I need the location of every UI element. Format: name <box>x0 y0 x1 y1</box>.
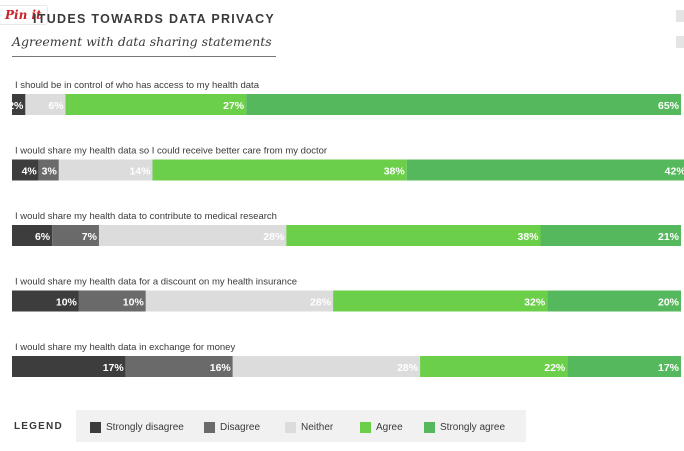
edge-mark <box>676 10 684 22</box>
legend-item-neither: Neither <box>285 420 333 434</box>
chart-title: ITUDES TOWARDS DATA PRIVACY <box>33 12 276 26</box>
legend-label: Agree <box>376 421 403 433</box>
legend-panel <box>76 410 526 442</box>
bar-segment-strongly-agree <box>246 94 681 115</box>
value-label: 28% <box>263 231 285 243</box>
bar-segment-neither <box>232 356 421 377</box>
value-label: 17% <box>103 362 125 374</box>
bar-segment-disagree <box>38 159 59 181</box>
category-label: I would share my health data so I could … <box>15 146 327 157</box>
value-label: 22% <box>544 362 566 374</box>
bar-segment-strongly-agree <box>540 225 681 246</box>
bar-segment-agree <box>286 225 541 246</box>
value-label: 14% <box>129 166 151 178</box>
legend-swatch <box>424 421 435 433</box>
category-label: I should be in control of who has access… <box>15 80 260 91</box>
legend-item-agree: Agree <box>360 420 403 434</box>
value-label: 28% <box>397 362 419 374</box>
legend-label: Strongly disagree <box>106 421 184 433</box>
value-label: 3% <box>42 166 58 178</box>
legend-swatch <box>360 421 371 433</box>
legend-swatch <box>285 421 296 433</box>
bar-segment-strongly-disagree <box>12 225 53 246</box>
legend-swatch <box>90 421 101 433</box>
bar-segment-strongly-disagree <box>12 94 26 115</box>
bar-segment-disagree <box>125 356 233 377</box>
legend-label: Strongly agree <box>440 421 506 433</box>
value-label: 21% <box>658 231 680 243</box>
pinterest-pin-button[interactable]: Pin it <box>0 5 48 25</box>
value-label: 27% <box>223 100 245 112</box>
bar-segment-agree <box>152 159 407 181</box>
value-label: 20% <box>658 297 680 309</box>
legend-label: Neither <box>301 421 334 433</box>
value-label: 6% <box>35 231 51 243</box>
bar-segment-agree <box>333 290 548 312</box>
value-label: 38% <box>517 231 539 243</box>
value-label: 65% <box>658 100 680 112</box>
bar-segment-strongly-agree <box>567 356 681 377</box>
edge-mark <box>676 36 684 48</box>
category-label: I would share my health data to contribu… <box>15 211 277 222</box>
legend-item-disagree: Disagree <box>204 420 260 434</box>
category-label: I would share my health data in exchange… <box>15 342 235 353</box>
value-label: 10% <box>56 297 78 309</box>
legend-title: LEGEND <box>14 421 63 432</box>
value-label: 42% <box>665 166 684 178</box>
value-label: 32% <box>524 297 546 309</box>
value-label: 4% <box>22 166 38 178</box>
legend-swatch <box>204 421 215 433</box>
bar-segment-strongly-agree <box>547 290 681 312</box>
bar-segment-neither <box>58 159 153 181</box>
bar-segment-strongly-disagree <box>12 356 126 377</box>
value-label: 6% <box>48 100 64 112</box>
value-label: 38% <box>384 166 406 178</box>
chart-subtitle: Agreement with data sharing statements <box>12 34 272 49</box>
legend-item-strongly-agree: Strongly agree <box>424 420 505 434</box>
bar-segment-neither <box>145 290 334 312</box>
category-label: I would share my health data for a disco… <box>15 277 297 288</box>
bar-segment-agree <box>65 94 247 115</box>
bar-segment-agree <box>420 356 568 377</box>
legend-item-strongly-disagree: Strongly disagree <box>90 420 184 434</box>
value-label: 10% <box>123 297 145 309</box>
legend-label: Disagree <box>220 421 261 433</box>
bar-segment-strongly-disagree <box>12 290 79 312</box>
bar-segment-neither <box>98 225 287 246</box>
bar-segment-neither <box>25 94 66 115</box>
value-label: 2% <box>8 100 24 112</box>
bar-segment-strongly-agree <box>406 159 684 181</box>
stacked-bar-chart: I should be in control of who has access… <box>8 80 684 377</box>
subtitle-underline <box>12 56 276 57</box>
value-label: 7% <box>82 231 98 243</box>
value-label: 28% <box>310 297 332 309</box>
bar-segment-strongly-disagree <box>12 159 39 181</box>
value-label: 17% <box>658 362 680 374</box>
value-label: 16% <box>210 362 232 374</box>
bar-segment-disagree <box>78 290 146 312</box>
bar-segment-disagree <box>52 225 99 246</box>
